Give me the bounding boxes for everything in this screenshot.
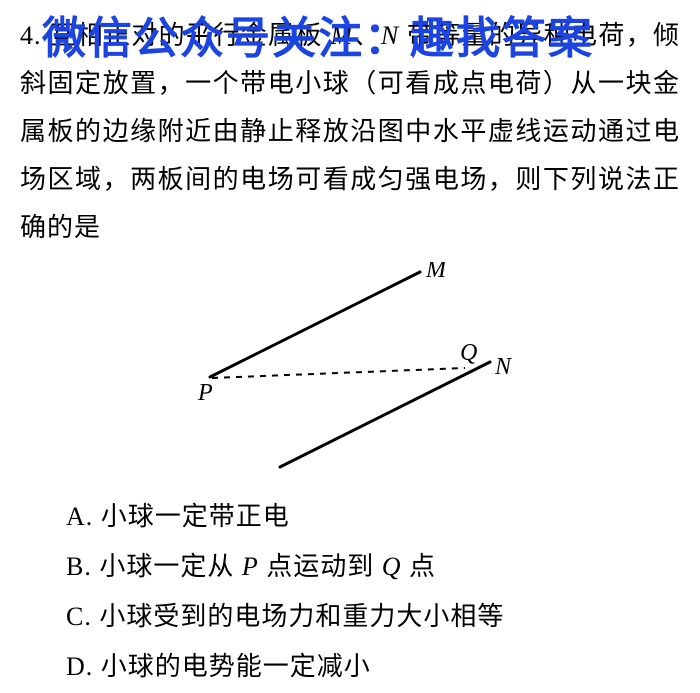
option-b-text1: 小球一定从 xyxy=(99,552,242,581)
option-b-prefix: B. xyxy=(66,552,99,581)
label-p: P xyxy=(197,380,213,406)
plate-n-line xyxy=(280,362,490,467)
option-b: B. 小球一定从 P 点运动到 Q 点 xyxy=(66,542,666,592)
label-m: M xyxy=(425,262,448,283)
option-b-text2: 点 xyxy=(402,552,437,581)
option-b-mid: 点运动到 xyxy=(259,552,382,581)
option-a-text: 小球一定带正电 xyxy=(101,502,290,531)
option-c-prefix: C. xyxy=(66,602,99,631)
label-q: Q xyxy=(460,340,477,366)
label-n: N xyxy=(494,354,513,380)
question-number: 4. xyxy=(20,21,42,50)
option-c: C. 小球受到的电场力和重力大小相等 xyxy=(66,592,666,642)
option-a: A. 小球一定带正电 xyxy=(66,492,666,542)
option-d: D. 小球的电势能一定减小 xyxy=(66,642,666,692)
option-b-var1: P xyxy=(242,552,259,581)
watermark-text: 微信公众号关注：趣找答案 xyxy=(42,2,594,66)
option-c-text: 小球受到的电场力和重力大小相等 xyxy=(99,602,504,631)
option-d-text: 小球的电势能一定减小 xyxy=(101,652,371,681)
plate-m-line xyxy=(210,272,420,377)
option-d-prefix: D. xyxy=(66,652,101,681)
option-a-prefix: A. xyxy=(66,502,101,531)
physics-diagram: M P Q N xyxy=(150,262,550,472)
option-b-var2: Q xyxy=(382,552,402,581)
dashed-line-pq xyxy=(212,368,465,378)
options-block: A. 小球一定带正电 B. 小球一定从 P 点运动到 Q 点 C. 小球受到的电… xyxy=(66,492,666,692)
